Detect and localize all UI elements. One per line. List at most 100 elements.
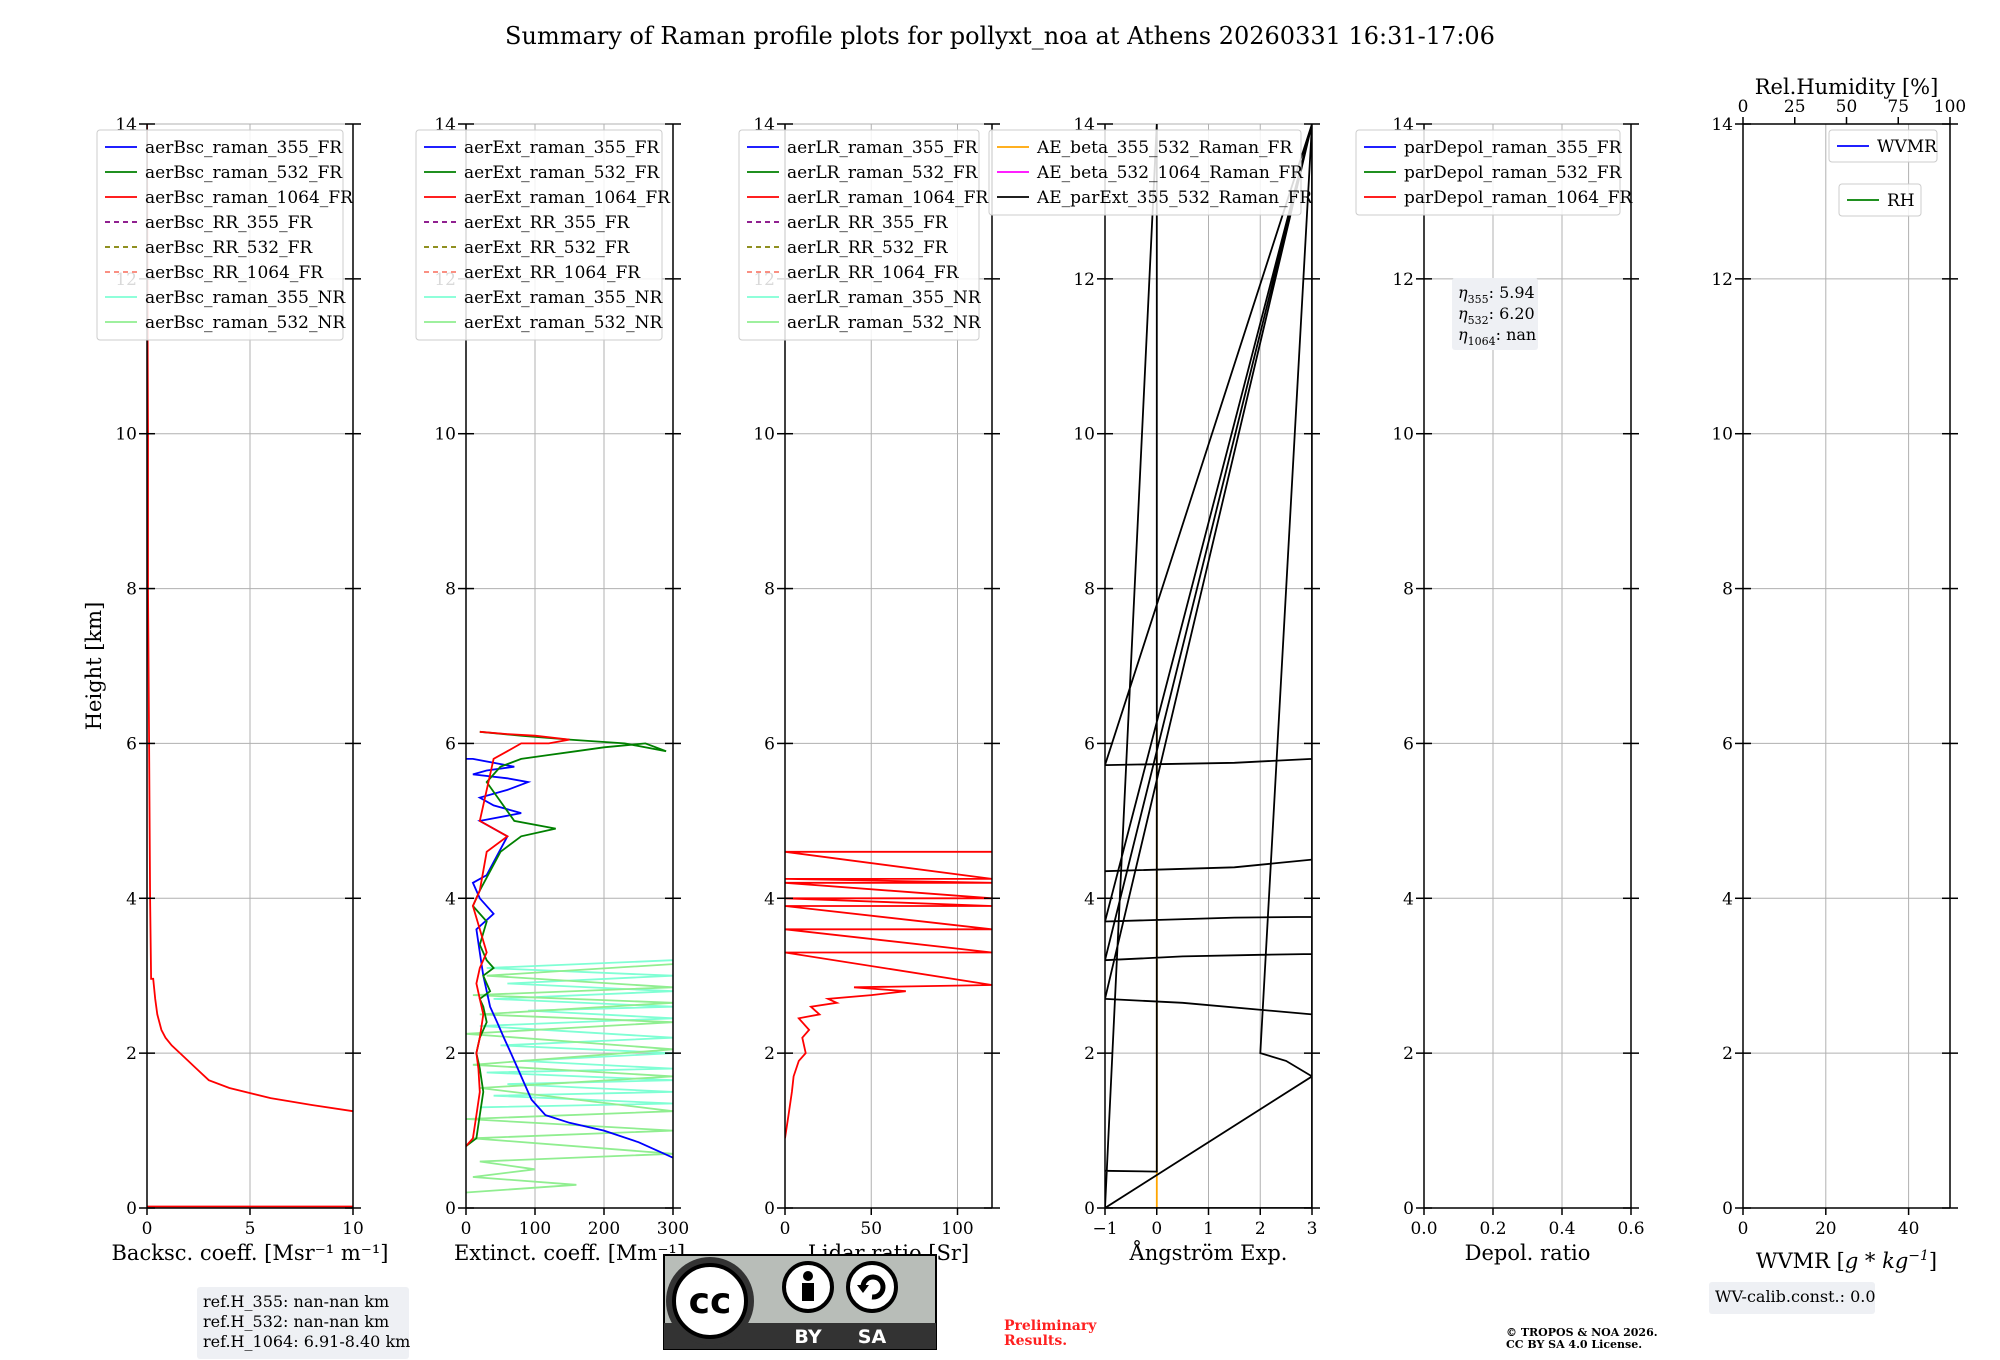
legend-label: WVMR — [1877, 137, 1938, 157]
y-tick-label: 6 — [1403, 734, 1414, 754]
legend-label: aerLR_RR_1064_FR — [787, 263, 960, 283]
y-tick-label: 0 — [764, 1199, 775, 1219]
info-line: ref.H_1064: 6.91-8.40 km — [203, 1332, 410, 1351]
panels: 024681012140510Backsc. coeff. [Msr⁻¹ m⁻¹… — [82, 75, 1966, 1359]
x-tick-label: 100 — [519, 1219, 551, 1239]
legend-label: aerBsc_raman_532_FR — [145, 163, 343, 183]
x-tick-label: 300 — [657, 1219, 689, 1239]
y-tick-label: 8 — [764, 580, 775, 600]
eta-subscript: 532 — [1468, 314, 1489, 327]
y-axis-label: Height [km] — [82, 602, 106, 731]
x-tick-label: 200 — [588, 1219, 620, 1239]
y-tick-label: 10 — [115, 425, 137, 445]
legend-label: aerBsc_RR_355_FR — [145, 213, 313, 233]
y-tick-label: 14 — [1711, 115, 1733, 135]
cc-license-badge: cc BY SA — [663, 1254, 937, 1350]
legend-label: parDepol_raman_1064_FR — [1404, 188, 1633, 208]
cc-by-label: BY — [794, 1326, 821, 1348]
legend-label: aerLR_raman_355_NR — [787, 288, 982, 308]
y-tick-label: 12 — [1392, 270, 1414, 290]
legend-box — [1828, 129, 1938, 163]
x-tick-label: 2 — [1255, 1219, 1266, 1239]
y-tick-label: 0 — [445, 1199, 456, 1219]
y-tick-label: 10 — [1392, 425, 1414, 445]
y-tick-label: 12 — [1073, 270, 1095, 290]
top-tick-label: 100 — [1934, 97, 1966, 117]
legend-box — [1838, 183, 1922, 217]
x-tick-label: 100 — [941, 1219, 973, 1239]
eta-subscript: 1064 — [1468, 335, 1496, 348]
legend-box — [415, 129, 663, 341]
cc-circle-icon — [672, 1263, 748, 1339]
eta-symbol: η — [1458, 325, 1468, 344]
series-line-aerExt_raman_1064_FR — [466, 730, 570, 1147]
y-tick-label: 10 — [1711, 425, 1733, 445]
y-tick-label: 0 — [126, 1199, 137, 1219]
eta-value: : 6.20 — [1489, 304, 1535, 323]
legend-label: aerExt_raman_355_NR — [464, 288, 663, 308]
info-line: WV-calib.const.: 0.0 — [1715, 1287, 1876, 1306]
y-tick-label: 8 — [1722, 580, 1733, 600]
x-tick-label: 40 — [1898, 1219, 1920, 1239]
legend-label: AE_parExt_355_532_Raman_FR — [1036, 188, 1313, 208]
x-tick-label: 0 — [142, 1219, 153, 1239]
panel-1: 024681012140510Backsc. coeff. [Msr⁻¹ m⁻¹… — [82, 115, 388, 1265]
x-tick-label: 0.4 — [1548, 1219, 1575, 1239]
eta-line: η532: 6.20 — [1458, 304, 1535, 327]
legend-label: aerBsc_raman_355_FR — [145, 138, 343, 158]
y-tick-label: 2 — [1403, 1044, 1414, 1064]
legend-label: aerExt_raman_355_FR — [464, 138, 660, 158]
eta-line: η355: 5.94 — [1458, 283, 1535, 306]
panel-3: 02468101214050100Lidar ratio [Sr]aerLR_r… — [738, 115, 1000, 1265]
x-tick-label: 10 — [342, 1219, 364, 1239]
legend-label: aerExt_RR_355_FR — [464, 213, 630, 233]
y-tick-label: 8 — [445, 580, 456, 600]
eta-symbol: η — [1458, 283, 1468, 302]
eta-value: : 5.94 — [1489, 283, 1535, 302]
y-tick-label: 8 — [1084, 580, 1095, 600]
series-line-aerLR_raman_1064_FR — [785, 850, 992, 1139]
share-alike-icon — [846, 1261, 898, 1313]
x-tick-label: −1 — [1092, 1219, 1117, 1239]
legend-label: aerLR_RR_355_FR — [787, 213, 949, 233]
y-tick-label: 4 — [1084, 889, 1095, 909]
y-tick-label: 2 — [126, 1044, 137, 1064]
y-tick-label: 0 — [1403, 1199, 1414, 1219]
eta-infobox — [1452, 278, 1538, 350]
x-axis-label: Backsc. coeff. [Msr⁻¹ m⁻¹] — [112, 1241, 389, 1265]
legend-box — [1355, 129, 1621, 216]
series-line-aerExt_raman_532_NR — [466, 963, 673, 1194]
legend-box — [738, 129, 980, 341]
y-tick-label: 10 — [1073, 425, 1095, 445]
x-axis-label: Depol. ratio — [1465, 1241, 1591, 1265]
x-tick-label: 0.0 — [1410, 1219, 1437, 1239]
y-tick-label: 6 — [764, 734, 775, 754]
legend-box — [988, 129, 1302, 216]
eta-symbol: η — [1458, 304, 1468, 323]
y-tick-label: 12 — [1711, 270, 1733, 290]
x-tick-label: 20 — [1815, 1219, 1837, 1239]
legend-label: aerBsc_RR_1064_FR — [145, 263, 324, 283]
series-group — [147, 124, 353, 1208]
info-line: ref.H_532: nan-nan km — [203, 1312, 389, 1331]
x-tick-label: 0.6 — [1617, 1219, 1644, 1239]
legend-box — [96, 129, 344, 341]
y-tick-label: 4 — [445, 889, 456, 909]
eta-subscript: 355 — [1468, 293, 1489, 306]
y-tick-label: 6 — [1722, 734, 1733, 754]
x-axis-label-sup: −1 — [1908, 1248, 1929, 1264]
legend-label: aerLR_raman_355_FR — [787, 138, 979, 158]
y-tick-label: 4 — [1403, 889, 1414, 909]
attribution-icon-head — [803, 1271, 813, 1281]
series-line-AE_parExt_355_532_Raman_FR_segs — [1105, 858, 1312, 873]
share-alike-icon-arc — [860, 1274, 886, 1300]
legend-label: aerBsc_raman_355_NR — [145, 288, 346, 308]
legend-label: AE_beta_532_1064_Raman_FR — [1036, 163, 1304, 183]
series-line-aerExt_raman_355_NR — [479, 959, 673, 1109]
series-group — [785, 850, 992, 1139]
x-tick-label: 0 — [1738, 1219, 1749, 1239]
series-group — [466, 730, 673, 1194]
y-tick-label: 6 — [1084, 734, 1095, 754]
